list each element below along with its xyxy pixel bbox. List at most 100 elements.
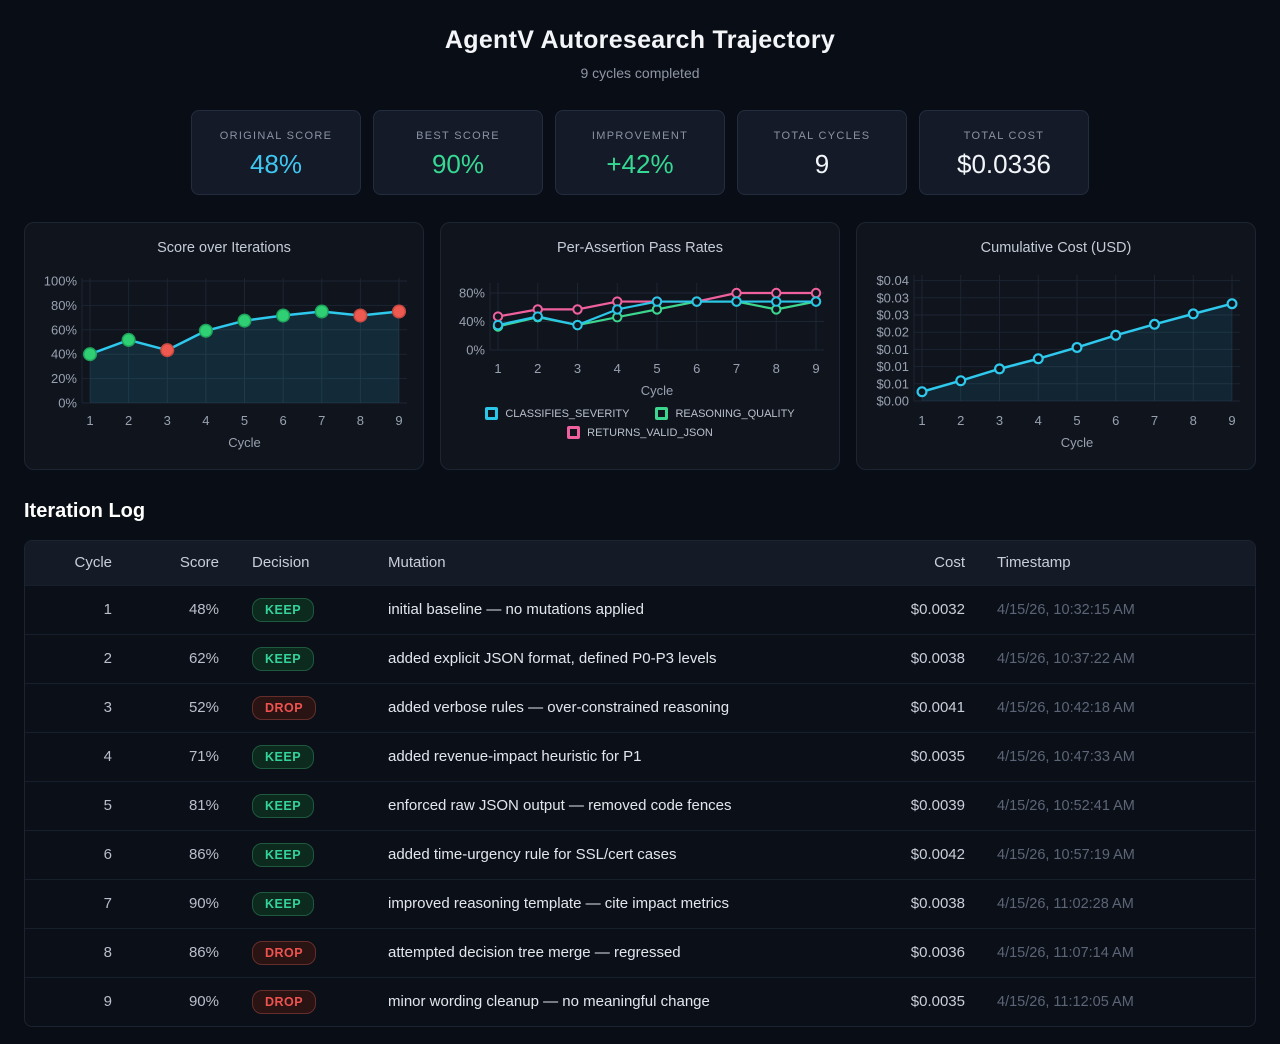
cell-decision: DROP	[227, 683, 372, 732]
x-tick-label: 9	[395, 413, 402, 428]
data-point	[160, 343, 175, 358]
page-subtitle: 9 cycles completed	[580, 65, 700, 81]
y-tick-label: 0%	[58, 396, 77, 411]
x-tick-label: 1	[86, 413, 93, 428]
x-tick-label: 2	[534, 361, 541, 376]
legend-swatch-icon	[485, 407, 499, 420]
x-tick-label: 5	[241, 413, 248, 428]
cell-cycle: 7	[103, 895, 112, 912]
cell-score: 48%	[188, 601, 219, 618]
y-tick-label: $0.00	[876, 394, 909, 409]
data-point	[1149, 318, 1161, 330]
x-tick-label: 6	[693, 361, 700, 376]
cell-decision: KEEP	[227, 732, 372, 781]
column-header-cycle: Cycle	[74, 554, 112, 572]
iteration-log-table-card: Cycle Score Decision Mutation Cost Timestamp …	[24, 540, 1256, 1027]
table-header: Cycle Score Decision Mutation Cost Timestamp	[25, 541, 1255, 585]
data-point	[82, 347, 98, 362]
y-tick-label: $0.01	[876, 376, 909, 391]
cell-cycle: 2	[103, 650, 112, 667]
cell-cycle: 1	[103, 601, 112, 618]
cell-mutation: added time-urgency rule for SSL/cert cas…	[388, 846, 677, 863]
cell-cycle: 3	[103, 699, 112, 716]
cell-timestamp: 4/15/26, 10:32:15 AM	[997, 601, 1135, 618]
y-tick-label: 60%	[51, 322, 77, 337]
data-point	[731, 296, 742, 307]
stats-row: ORIGINAL SCORE 48% BEST SCORE 90% IMPROVEMEN…	[0, 110, 1280, 195]
cell-cost: $0.0041	[910, 699, 965, 716]
cell-cycle: 8	[103, 944, 112, 961]
chart-card-cumulative-cost-usd: Cumulative Cost (USD) $0.00 $0.01 $0.01 $0.0…	[856, 222, 1256, 470]
stat-card-total-cost: TOTAL COST $0.0336	[919, 110, 1089, 195]
data-point	[810, 287, 822, 299]
legend-label: REASONING_QUALITY	[675, 407, 795, 420]
cell-score: 62%	[188, 650, 219, 667]
y-tick-label: $0.02	[876, 325, 909, 340]
data-point	[771, 296, 782, 307]
cell-decision: KEEP	[227, 879, 372, 928]
stat-value: +42%	[606, 149, 674, 179]
decision-badge-keep: KEEP	[252, 891, 315, 916]
table-row: 7 90% KEEP improved reasoning template — ci…	[25, 879, 1255, 928]
y-tick-label: 80%	[51, 298, 77, 313]
x-tick-label: 7	[1151, 413, 1158, 428]
data-point	[916, 386, 928, 398]
data-point	[237, 313, 252, 328]
cell-score: 90%	[188, 895, 219, 912]
cell-timestamp: 4/15/26, 10:37:22 AM	[997, 650, 1135, 667]
data-point	[691, 296, 702, 307]
x-tick-label: 9	[1228, 413, 1235, 428]
data-point	[771, 287, 782, 299]
stat-value: 9	[814, 149, 830, 179]
cell-score: 52%	[188, 699, 219, 716]
x-tick-label: 1	[494, 361, 501, 376]
data-point	[492, 319, 504, 331]
y-tick-label: 20%	[51, 371, 77, 386]
cell-mutation: added revenue-impact heuristic for P1	[388, 748, 642, 765]
chart-legend: CLASSIFIES_SEVERITY REASONING_QUALITY RETU…	[441, 407, 839, 439]
x-tick-label: 8	[1190, 413, 1197, 428]
column-header-cost: Cost	[934, 554, 965, 572]
y-tick-label: $0.03	[876, 290, 909, 305]
area-fill	[90, 311, 399, 403]
data-point	[651, 296, 663, 307]
column-header-mutation: Mutation	[388, 554, 446, 572]
data-point	[1226, 298, 1238, 310]
cell-timestamp: 4/15/26, 10:52:41 AM	[997, 797, 1135, 814]
data-point	[810, 296, 822, 307]
data-point	[1187, 308, 1199, 320]
table-row: 9 90% DROP minor wording cleanup — no meani…	[25, 977, 1255, 1026]
charts-row: Score over Iterations 0% 20% 40% 60% 80% 100% 1…	[24, 222, 1256, 470]
legend-swatch-icon	[655, 407, 669, 420]
table-row: 3 52% DROP added verbose rules — over-const…	[25, 683, 1255, 732]
cell-mutation: initial baseline — no mutations applied	[388, 601, 644, 618]
cell-timestamp: 4/15/26, 10:47:33 AM	[997, 748, 1135, 765]
table-row: 8 86% DROP attempted decision tree merge — …	[25, 928, 1255, 977]
legend-item-classifies-severity: CLASSIFIES_SEVERITY	[485, 407, 629, 420]
cell-score: 90%	[188, 993, 219, 1011]
x-tick-label: 9	[812, 361, 819, 376]
x-tick-label: 5	[1073, 413, 1080, 428]
column-header-decision: Decision	[252, 554, 310, 572]
data-point	[492, 311, 504, 322]
cell-decision: DROP	[227, 977, 372, 1026]
cell-mutation: added verbose rules — over-constrained r…	[388, 699, 730, 716]
data-point	[1110, 329, 1122, 341]
legend-item-reasoning-quality: REASONING_QUALITY	[655, 407, 795, 420]
legend-label: RETURNS_VALID_JSON	[587, 426, 713, 439]
table-row: 5 81% KEEP enforced raw JSON output — remov…	[25, 781, 1255, 830]
chart-title: Per-Assertion Pass Rates	[556, 240, 723, 256]
legend-item-returns-valid-json: RETURNS_VALID_JSON	[567, 426, 713, 439]
cell-timestamp: 4/15/26, 10:42:18 AM	[997, 699, 1135, 716]
y-tick-label: 80%	[459, 286, 485, 301]
table-row: 4 71% KEEP added revenue-impact heuristic f…	[25, 732, 1255, 781]
data-point	[276, 308, 291, 323]
cell-cost: $0.0038	[910, 650, 965, 667]
chart-card-per-assertion-pass-rates: Per-Assertion Pass Rates 0% 40% 80% 1 2 3 4 5 6 7 8…	[440, 222, 840, 470]
y-tick-label: 40%	[51, 347, 77, 362]
cell-cost: $0.0035	[910, 748, 965, 765]
x-tick-label: 3	[996, 413, 1003, 428]
data-point	[353, 308, 368, 323]
data-point	[572, 319, 583, 331]
table-row: 1 48% KEEP initial baseline — no mutations …	[25, 585, 1255, 634]
